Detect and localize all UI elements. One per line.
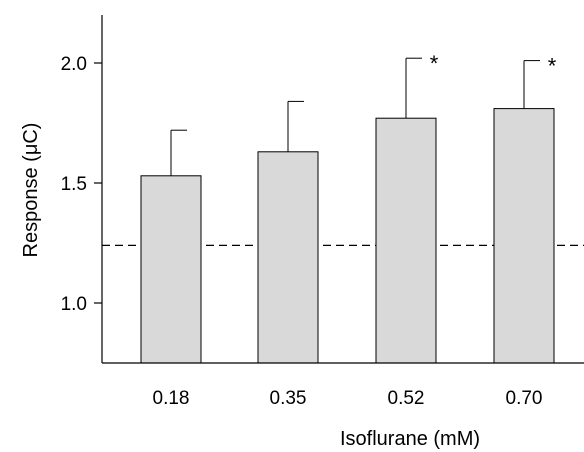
x-tick-label-0.70: 0.70 [506,388,543,409]
y-tick-label-1.5: 1.5 [61,174,87,195]
bar-0.70 [493,108,555,364]
bar-0.35 [257,151,319,364]
y-tick-label-2.0: 2.0 [61,54,87,75]
x-tick-label-0.52: 0.52 [388,388,425,409]
significance-marker-0.70: * [548,54,557,79]
x-tick-label-0.18: 0.18 [153,388,190,409]
plot-layer: 0.18 0.35 * 0.52 * 0.70 1.0 1.5 2.0 [61,15,584,409]
x-tick-label-0.35: 0.35 [270,388,307,409]
y-tick-label-1.0: 1.0 [61,294,87,315]
y-axis-title: Response (μC) [20,123,42,258]
x-axis-title: Isoflurane (mM) [340,428,480,450]
bar-0.52 [375,117,437,364]
bar-0.18 [140,175,202,364]
significance-marker-0.52: * [430,51,439,76]
